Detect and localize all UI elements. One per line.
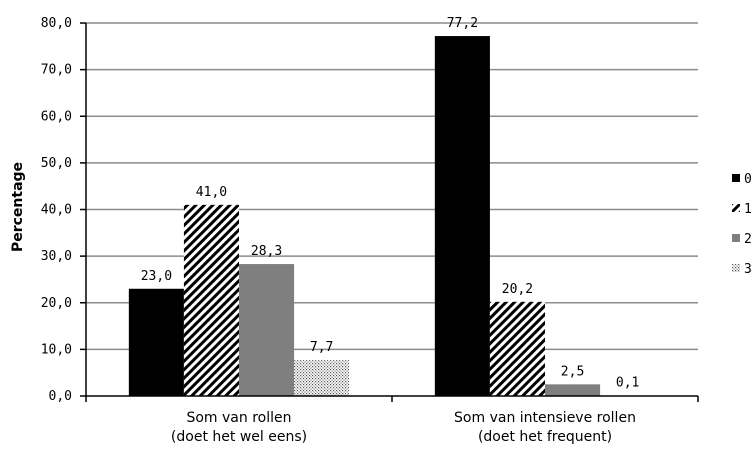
- y-tick-label: 20,0: [41, 296, 72, 311]
- y-tick-label: 60,0: [41, 109, 72, 124]
- bar-series-0: [434, 36, 490, 397]
- category-label: Som van intensieve rollen: [454, 410, 636, 426]
- bar-series-1: [489, 301, 545, 396]
- bar-series-2: [545, 384, 601, 396]
- category-labels: Som van rollen (doet het wel eens) Som van…: [171, 410, 636, 445]
- y-tick-label: 70,0: [41, 63, 72, 78]
- legend-label: 0: [744, 172, 752, 187]
- bar-series-3: [294, 360, 350, 396]
- legend-swatch: [732, 234, 740, 242]
- axes: [85, 23, 699, 402]
- y-tick-label: 10,0: [41, 342, 72, 357]
- data-label: 77,2: [447, 16, 478, 31]
- y-axis-label: Percentage: [10, 162, 26, 252]
- category-label: (doet het wel eens): [171, 429, 307, 445]
- bars: [128, 36, 656, 397]
- category-label: (doet het frequent): [478, 429, 612, 445]
- y-tick-label: 30,0: [41, 249, 72, 264]
- legend-label: 2: [744, 232, 752, 247]
- bar-series-1: [183, 204, 239, 396]
- data-label: 41,0: [196, 185, 227, 200]
- data-labels: 23,0 77,2 41,0 20,2 28,3 2,5 7,7 0,1: [141, 16, 640, 390]
- legend-label: 1: [744, 202, 752, 217]
- data-label: 2,5: [561, 364, 584, 379]
- legend: 0 1 2 3: [732, 172, 752, 277]
- data-label: 20,2: [502, 282, 533, 297]
- data-label: 0,1: [616, 376, 639, 391]
- y-tick-label: 80,0: [41, 16, 72, 31]
- bar-series-0: [128, 288, 184, 396]
- data-label: 23,0: [141, 269, 172, 284]
- legend-swatch: [732, 264, 740, 272]
- data-label: 7,7: [310, 340, 333, 355]
- y-tick-label: 0,0: [49, 389, 72, 404]
- legend-swatch: [732, 204, 740, 212]
- category-label: Som van rollen: [186, 410, 291, 426]
- y-tick-label: 40,0: [41, 203, 72, 218]
- bar-series-2: [239, 264, 295, 396]
- legend-label: 3: [744, 262, 752, 277]
- y-tick-label: 50,0: [41, 156, 72, 171]
- y-axis-ticks: 0,0 10,0 20,0 30,0 40,0 50,0 60,0 70,0 80,0: [41, 16, 86, 404]
- legend-swatch: [732, 174, 740, 182]
- data-label: 28,3: [251, 244, 282, 259]
